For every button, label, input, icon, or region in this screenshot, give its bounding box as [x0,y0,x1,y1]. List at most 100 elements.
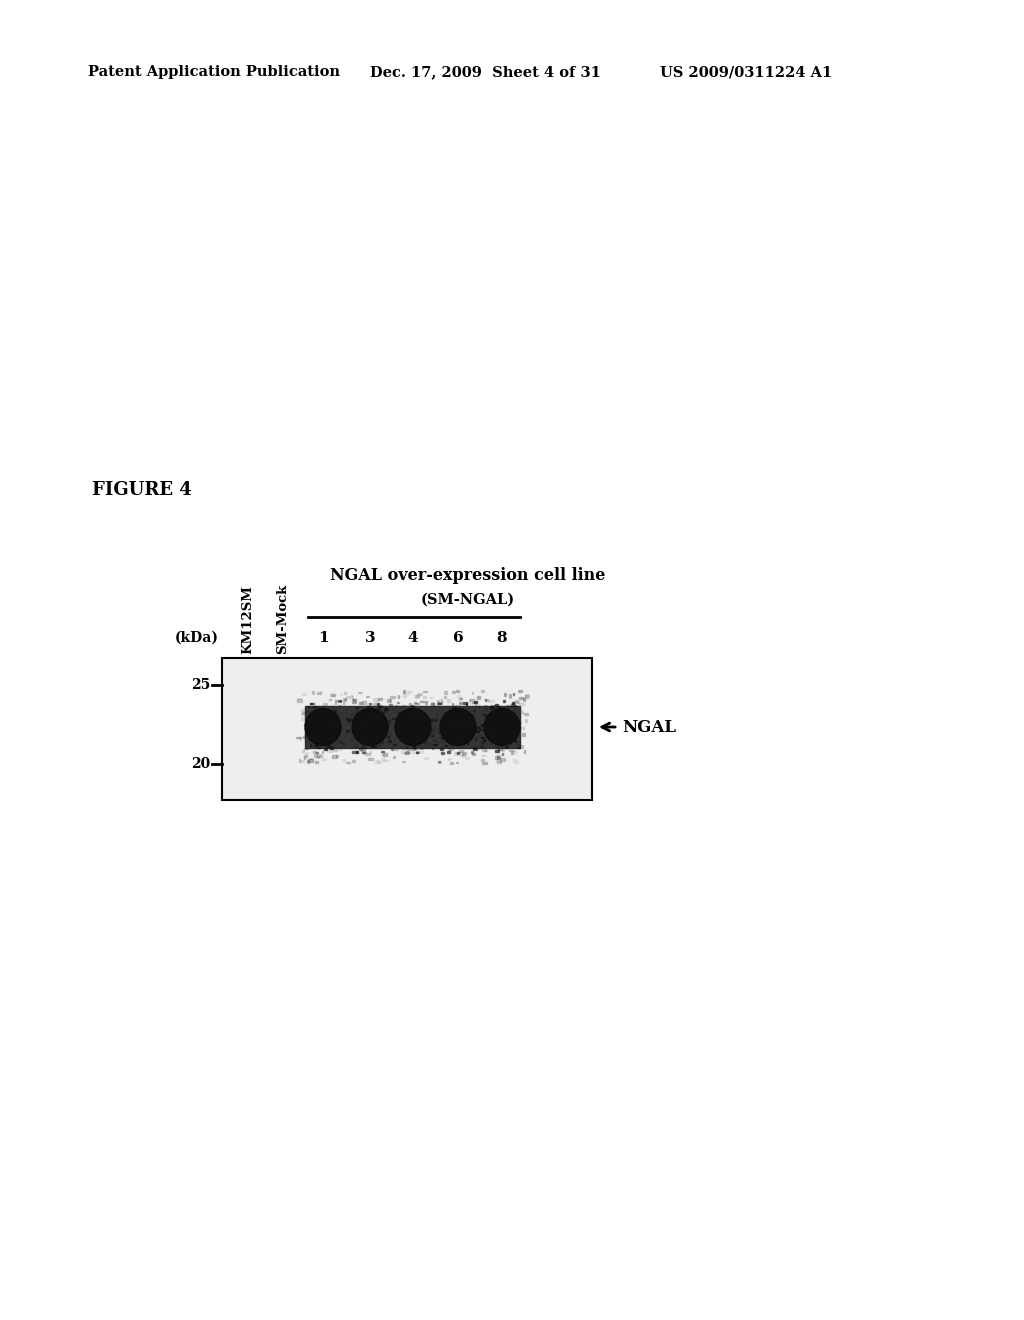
Bar [500,759,505,762]
Bar [449,713,452,714]
Bar [425,731,427,734]
Bar [518,714,521,717]
Bar [416,722,418,723]
Bar [503,700,506,702]
Bar [303,735,305,738]
Bar [222,657,592,800]
Bar [498,747,502,750]
Bar [498,755,500,756]
Bar [430,702,434,705]
Bar [339,700,341,701]
Bar [326,727,329,729]
Bar [498,718,502,721]
Bar [462,754,466,755]
Bar [301,717,305,719]
Bar [376,709,379,710]
Bar [506,733,508,734]
Bar [438,735,440,738]
Bar [333,755,337,758]
Bar [456,711,461,714]
Bar [416,735,418,738]
Bar [299,759,300,762]
Bar [352,751,355,752]
Bar [465,725,466,726]
Bar [354,723,358,726]
Bar [310,744,311,746]
Bar [322,751,324,752]
Bar [301,713,302,715]
Bar [404,752,409,754]
Bar [477,696,480,698]
Bar [338,701,341,702]
Bar [362,715,366,717]
Bar [348,723,349,725]
Bar [312,718,315,721]
Bar [517,690,522,693]
Bar [484,700,486,701]
Bar [465,746,466,747]
Bar [330,694,334,697]
Bar [423,729,426,730]
Bar [422,742,426,743]
Bar [417,746,419,747]
Bar [472,692,473,693]
Bar [436,702,438,705]
Ellipse shape [352,709,388,746]
Bar [402,725,404,727]
Bar [368,711,370,713]
Bar [466,734,467,737]
Bar [495,756,498,759]
Bar [447,734,450,735]
Bar [514,762,518,763]
Bar [431,735,432,737]
Bar [490,711,494,714]
Bar [365,710,368,711]
Bar [369,758,373,760]
Bar [300,760,304,762]
Bar [470,714,473,717]
Bar [315,706,319,708]
Bar [447,725,450,726]
Bar [359,748,362,750]
Bar [444,696,446,698]
Bar [352,719,356,721]
Bar [317,733,319,734]
Bar [422,722,426,723]
Bar [473,739,476,741]
Bar [450,735,453,737]
Bar [387,731,391,734]
Bar [467,742,468,744]
Bar [373,704,377,705]
Bar [435,714,437,715]
Bar [429,730,432,733]
Bar [406,738,408,739]
Bar [516,734,518,735]
Bar [302,693,306,694]
Bar [462,751,466,754]
Bar [466,730,469,731]
Bar [368,734,372,735]
Ellipse shape [484,709,520,746]
Bar [374,698,378,701]
Bar [486,700,488,701]
Bar [503,717,507,719]
Bar [302,713,306,714]
Bar [523,713,527,715]
Bar [513,737,516,739]
Bar [477,705,480,706]
Bar [331,748,332,750]
Bar [512,730,514,731]
Bar [328,741,330,742]
Bar [441,700,442,702]
Bar [413,746,416,748]
Bar [358,730,362,733]
Bar [369,739,372,742]
Bar [511,751,513,754]
Bar [473,748,477,750]
Bar [343,759,345,760]
Bar [328,746,330,747]
Bar [370,751,372,754]
Bar [375,760,379,763]
Bar [435,738,436,741]
Bar [408,692,410,693]
